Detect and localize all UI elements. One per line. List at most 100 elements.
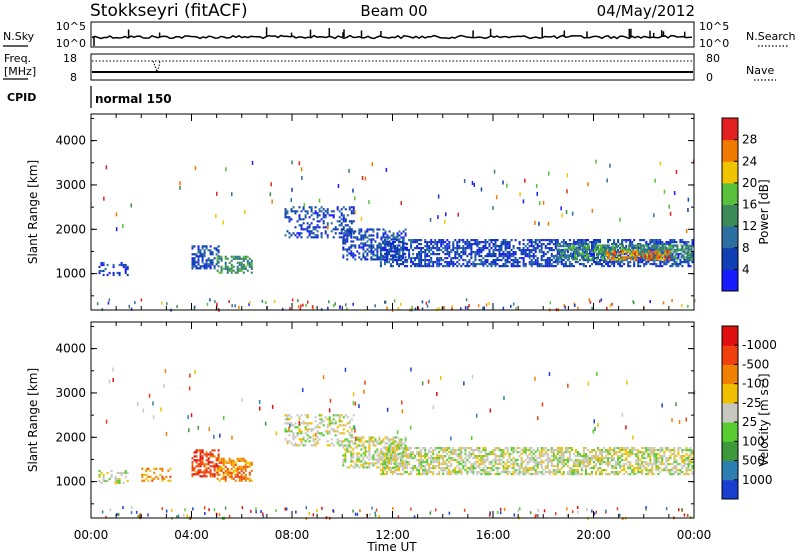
range-gate-echo [424,249,427,252]
range-gate-echo [554,457,557,460]
range-gate-echo [259,406,261,411]
range-gate-echo [577,252,580,255]
range-gate-echo [346,240,349,243]
range-gate-echo [222,457,225,460]
range-gate-echo [616,258,619,261]
range-gate-echo [422,455,425,458]
range-gate-echo [687,467,690,470]
range-gate-echo [316,236,319,239]
range-gate-echo [255,510,257,514]
range-gate-echo [559,250,562,253]
range-gate-echo [195,449,198,452]
range-gate-echo [352,236,355,239]
range-gate-echo [590,258,592,261]
range-gate-echo [532,453,535,456]
range-gate-echo [607,239,610,242]
range-gate-echo [650,246,653,249]
range-gate-echo [392,255,394,258]
range-gate-echo [215,247,218,250]
range-gate-echo [436,461,439,464]
range-gate-echo [195,473,198,476]
range-gate-echo [306,422,309,425]
range-gate-echo [428,457,431,460]
range-gate-echo [298,224,301,227]
range-gate-echo [456,459,459,462]
range-gate-echo [148,393,151,398]
range-gate-echo [381,463,384,466]
range-gate-echo [464,451,467,454]
range-gate-echo [577,250,580,253]
range-gate-echo [209,251,212,254]
range-gate-echo [370,228,373,231]
range-gate-echo [478,243,481,246]
range-gate-echo [502,243,505,246]
range-gate-echo [342,432,345,435]
range-gate-echo [161,467,164,470]
range-gate-echo [242,467,245,470]
range-gate-echo [418,469,421,472]
range-gate-echo [585,265,587,268]
range-gate-echo [346,448,349,451]
range-gate-echo [390,467,392,470]
colorbar-tick-label: 28 [742,133,757,147]
range-gate-echo [348,420,351,423]
range-gate-echo [581,244,584,247]
range-gate-echo [476,461,479,464]
range-gate-echo [635,473,638,476]
range-gate-echo [424,447,427,450]
range-gate-echo [546,471,549,474]
range-gate-echo [466,447,469,450]
range-gate-echo [473,182,475,187]
range-gate-echo [679,447,682,450]
range-gate-echo [665,467,668,470]
range-gate-echo [642,254,645,257]
range-gate-echo [532,467,535,470]
range-gate-echo [582,453,585,456]
range-gate-echo [586,256,588,259]
range-gate-echo [324,214,327,217]
range-gate-echo [496,245,499,248]
range-gate-echo [599,463,601,466]
range-gate-echo [442,461,445,464]
range-gate-echo [350,212,353,215]
range-gate-echo [366,466,369,469]
range-gate-echo [548,265,551,268]
range-gate-echo [290,416,293,419]
range-gate-echo [669,455,672,458]
range-gate-echo [454,257,457,260]
range-gate-echo [356,460,359,463]
range-gate-echo [647,447,650,450]
range-gate-echo [635,459,638,462]
range-gate-echo [246,465,249,468]
range-gate-echo [380,238,383,241]
range-gate-echo [161,475,164,478]
range-gate-echo [344,234,347,237]
range-gate-echo [438,471,441,474]
range-gate-echo [344,438,347,441]
range-gate-echo [207,463,210,466]
range-gate-echo [621,465,624,468]
range-gate-echo [191,465,194,468]
range-gate-echo [350,452,353,455]
range-gate-echo [207,471,210,474]
range-gate-echo [649,449,652,452]
range-gate-echo [596,252,598,255]
range-gate-echo [352,442,355,445]
range-gate-echo [209,265,212,268]
range-gate-echo [670,246,673,249]
range-gate-echo [141,479,144,482]
range-gate-echo [655,241,658,244]
range-gate-echo [120,473,123,477]
range-gate-echo [348,432,351,435]
range-gate-echo [508,247,511,250]
nave-label: Nave [746,64,774,77]
range-gate-echo [223,415,225,420]
range-gate-echo [558,261,561,264]
range-gate-echo [448,265,451,268]
range-gate-echo [478,249,481,252]
range-gate-echo [100,261,103,265]
range-gate-echo [366,450,369,453]
range-gate-echo [106,471,109,475]
range-gate-echo [516,473,519,476]
range-gate-echo [248,479,251,482]
